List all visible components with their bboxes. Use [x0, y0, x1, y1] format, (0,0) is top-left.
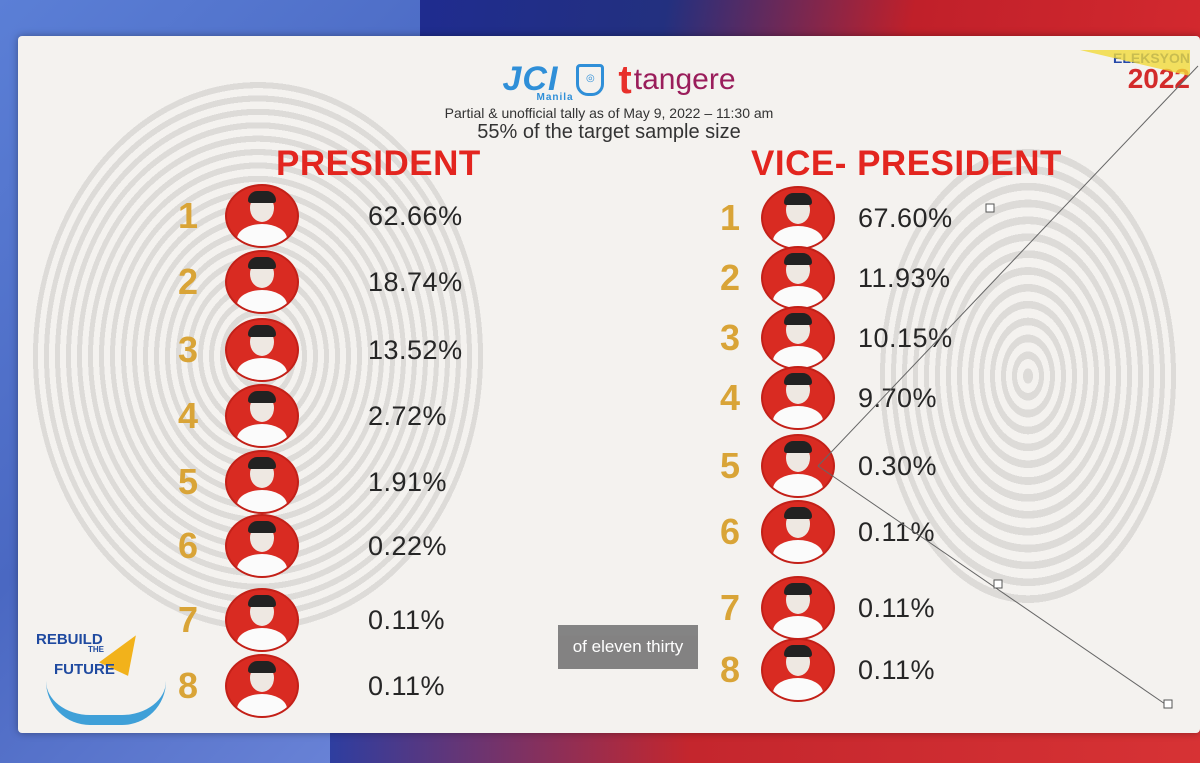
- candidate-photo: [761, 246, 835, 310]
- rank-number: 1: [177, 195, 199, 236]
- rank-number: 7: [177, 599, 199, 640]
- candidate-photo: [225, 514, 299, 578]
- tangere-wordmark: tangere: [633, 62, 736, 96]
- future-word: FUTURE: [54, 661, 115, 678]
- tangere-mark: t: [618, 57, 632, 102]
- header: JCI Manila ◎ t tangere Partial & unoffic…: [18, 60, 1200, 144]
- candidate-photo: [225, 588, 299, 652]
- rank-number: 5: [719, 445, 741, 486]
- swoosh-graphic: [46, 681, 166, 725]
- rank-number: 3: [719, 317, 741, 358]
- vote-percentage: 0.11%: [368, 604, 446, 635]
- candidate-row: 8 0.11%: [168, 654, 445, 718]
- eleksyon-accent: [1080, 50, 1190, 76]
- jci-sub-label: Manila: [536, 92, 574, 103]
- candidate-photo: [761, 366, 835, 430]
- candidate-photo: [225, 250, 299, 314]
- candidate-row: 5 1.91%: [168, 450, 447, 514]
- candidate-row: 6 0.22%: [168, 514, 447, 578]
- rank-number: 1: [719, 197, 741, 238]
- vote-percentage: 18.74%: [368, 266, 463, 297]
- vote-percentage: 10.15%: [858, 322, 953, 353]
- candidate-row: 4 9.70%: [710, 366, 937, 430]
- vote-percentage: 0.11%: [858, 592, 936, 623]
- candidate-row: 1 67.60%: [710, 186, 953, 250]
- candidate-photo: [225, 654, 299, 718]
- rank-number: 6: [177, 525, 199, 566]
- vote-percentage: 67.60%: [858, 202, 953, 233]
- vote-percentage: 1.91%: [368, 466, 448, 497]
- rank-number: 4: [719, 377, 741, 418]
- vote-percentage: 0.11%: [858, 516, 936, 547]
- rank-number: 6: [719, 511, 741, 552]
- rank-number: 5: [177, 461, 199, 502]
- candidate-photo: [761, 638, 835, 702]
- president-title: PRESIDENT: [276, 144, 481, 183]
- selection-handle[interactable]: [1163, 699, 1173, 709]
- rebuild-word: REBUILD: [36, 631, 103, 648]
- shield-icon: ◎: [576, 63, 605, 96]
- vote-percentage: 13.52%: [368, 334, 463, 365]
- candidate-row: 7 0.11%: [710, 576, 935, 640]
- vote-percentage: 62.66%: [368, 200, 463, 231]
- candidate-row: 7 0.11%: [168, 588, 445, 652]
- candidate-row: 2 11.93%: [710, 246, 951, 310]
- tangere-logo: t tangere: [618, 57, 736, 102]
- candidate-row: 3 10.15%: [710, 306, 953, 370]
- sample-size-note: 55% of the target sample size: [477, 121, 741, 143]
- video-caption: of eleven thirty: [558, 625, 698, 669]
- vice-president-title: VICE- PRESIDENT: [751, 144, 1062, 183]
- candidate-photo: [761, 576, 835, 640]
- candidate-photo: [761, 306, 835, 370]
- rank-number: 2: [177, 261, 199, 302]
- candidate-photo: [225, 450, 299, 514]
- vote-percentage: 0.11%: [858, 654, 936, 685]
- vote-percentage: 9.70%: [858, 382, 938, 413]
- candidate-row: 8 0.11%: [710, 638, 935, 702]
- candidate-row: 1 62.66%: [168, 184, 463, 248]
- candidate-photo: [761, 186, 835, 250]
- rebuild-the-word: THE: [88, 645, 104, 654]
- candidate-row: 6 0.11%: [710, 500, 935, 564]
- candidate-row: 4 2.72%: [168, 384, 447, 448]
- jci-logo: JCI Manila: [502, 60, 574, 103]
- rank-number: 4: [177, 395, 199, 436]
- rank-number: 8: [177, 665, 199, 706]
- presentation-screen: JCI Manila ◎ t tangere Partial & unoffic…: [18, 36, 1200, 733]
- candidate-photo: [225, 318, 299, 382]
- vote-percentage: 0.30%: [858, 450, 938, 481]
- candidate-photo: [225, 384, 299, 448]
- vote-percentage: 11.93%: [858, 262, 951, 293]
- rank-number: 7: [719, 587, 741, 628]
- candidate-row: 3 13.52%: [168, 318, 463, 382]
- vote-percentage: 2.72%: [368, 400, 448, 431]
- candidate-photo: [761, 500, 835, 564]
- backdrop-top-band: [420, 0, 1200, 40]
- candidate-photo: [225, 184, 299, 248]
- rank-number: 2: [719, 257, 741, 298]
- rank-number: 8: [719, 649, 741, 690]
- rebuild-the-future-logo: REBUILD THE FUTURE: [26, 621, 176, 725]
- candidate-photo: [761, 434, 835, 498]
- sponsor-logos: JCI Manila ◎ t tangere: [38, 57, 1200, 104]
- tally-note: Partial & unofficial tally as of May 9, …: [444, 105, 774, 121]
- rank-number: 3: [177, 329, 199, 370]
- vote-percentage: 0.11%: [368, 670, 446, 701]
- eleksyon-logo: ELEKSYON 2022: [1080, 50, 1190, 93]
- vote-percentage: 0.22%: [368, 530, 448, 561]
- candidate-row: 2 18.74%: [168, 250, 463, 314]
- candidate-row: 5 0.30%: [710, 434, 937, 498]
